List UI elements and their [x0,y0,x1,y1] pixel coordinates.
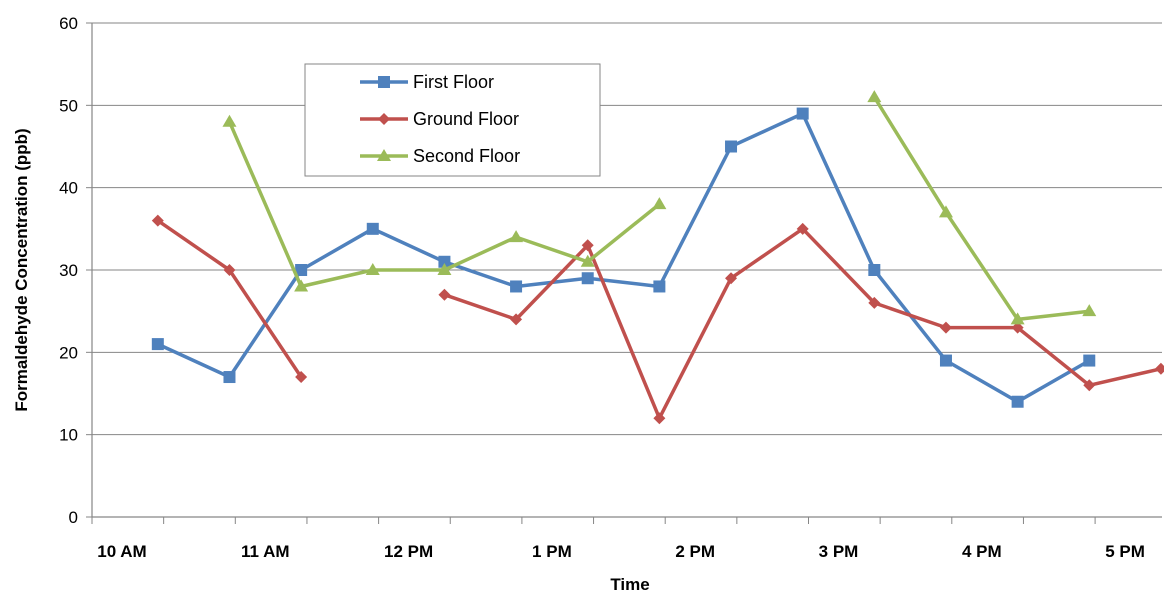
data-point [151,338,164,351]
data-point [581,239,594,252]
y-tick-label: 0 [69,508,78,527]
data-point [295,264,308,276]
data-point [438,255,451,268]
data-point [652,197,667,210]
data-point [1010,312,1025,325]
y-tick-label: 40 [59,179,78,198]
data-point [653,280,666,293]
data-point [1011,395,1024,408]
data-point [1083,354,1096,367]
data-point [1082,304,1097,317]
x-tick-label: 4 PM [962,542,1002,561]
y-tick-label: 50 [59,96,78,115]
data-point [581,272,594,285]
legend-entry: Second Floor [360,146,520,166]
data-point [580,254,595,267]
y-tick-label: 60 [59,14,78,33]
x-tick-label: 10 AM [97,542,146,561]
data-point [725,272,738,285]
legend-entry: First Floor [360,72,494,92]
data-point [151,214,164,227]
series-layer [151,90,1164,425]
data-point [1011,321,1024,334]
x-tick-label: 1 PM [532,542,572,561]
series-line [157,111,1091,404]
data-point [510,313,523,326]
legend-entry: Ground Floor [360,109,519,129]
legend-label: Second Floor [413,146,520,166]
data-point [868,264,881,276]
data-point [223,371,236,384]
data-point [222,114,237,127]
legend: First Floor Ground Floor Second Floor [304,63,601,177]
x-tick-label: 3 PM [819,542,859,561]
x-tick-label: 11 AM [241,542,290,561]
data-point [295,371,308,384]
legend-label: Ground Floor [413,109,519,129]
data-point [1083,379,1096,392]
series-line [872,96,1090,322]
data-point [378,113,390,125]
x-tick-label: 2 PM [675,542,715,561]
data-point [725,140,738,153]
data-point [939,354,952,367]
data-point [377,149,391,161]
data-point [438,288,451,301]
data-point [366,222,379,235]
data-point [1154,362,1164,375]
series-line [443,227,1162,420]
y-tick-label: 30 [59,261,78,280]
data-point [365,263,380,275]
data-point [796,222,809,235]
data-point [223,264,236,276]
data-point [294,279,309,292]
legend-box [304,63,601,177]
data-point [653,412,666,425]
x-tick-label: 12 PM [384,542,433,561]
legend-label: First Floor [413,72,494,92]
axes: 0 10 20 30 40 50 60 10 AM 11 AM 12 PM 1 PM 2 PM 3 PM… [59,14,1162,561]
series-first-floor [151,107,1096,408]
y-axis-title: Formaldehyde Concentration (ppb) [12,128,31,411]
gridlines [92,22,1162,436]
series-ground-floor [151,214,1164,425]
y-tick-label: 20 [59,343,78,362]
data-point [796,107,809,120]
series-second-floor [222,90,1097,325]
data-point [938,205,953,218]
data-point [867,90,882,103]
y-tick-label: 10 [59,426,78,445]
data-point [868,296,881,309]
data-point [437,263,452,275]
x-tick-label: 5 PM [1105,542,1145,561]
data-point [939,321,952,334]
data-point [510,280,523,293]
x-axis-title: Time [610,575,649,594]
data-point [378,76,390,88]
data-point [509,230,524,243]
